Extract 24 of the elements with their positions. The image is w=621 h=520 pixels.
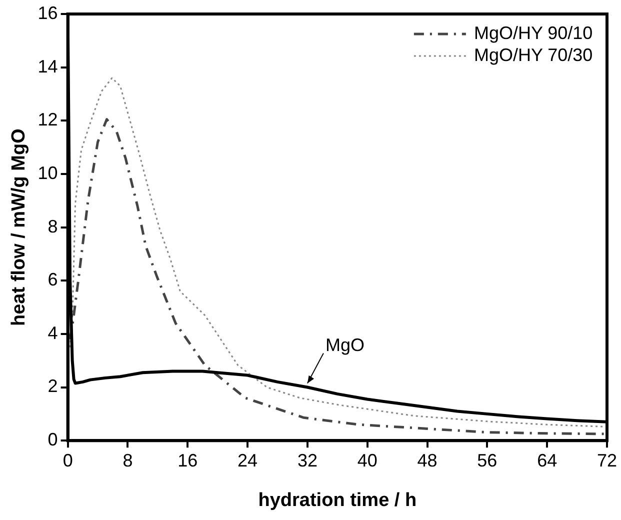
x-tick-label: 16 — [178, 450, 198, 470]
x-tick-label: 48 — [417, 450, 438, 470]
legend-label: MgO/HY 70/30 — [474, 44, 593, 65]
y-tick-label: 0 — [48, 430, 58, 450]
y-tick-label: 8 — [48, 216, 58, 236]
annotation: MgO — [325, 335, 364, 356]
x-tick-label: 64 — [537, 450, 558, 470]
x-tick-label: 0 — [62, 450, 73, 470]
y-tick-label: 16 — [38, 2, 58, 23]
x-tick-label: 8 — [122, 450, 133, 470]
x-tick-label: 40 — [357, 450, 378, 470]
y-tick-label: 12 — [38, 110, 58, 130]
y-tick-label: 6 — [48, 270, 58, 290]
legend-label: MgO/HY 90/10 — [474, 22, 593, 43]
x-axis-title: hydration time / h — [258, 490, 417, 511]
y-tick-label: 10 — [38, 162, 58, 183]
x-tick-label: 24 — [238, 450, 258, 470]
y-tick-label: 4 — [48, 322, 58, 343]
y-tick-label: 2 — [48, 376, 58, 396]
x-tick-label: 56 — [477, 450, 498, 470]
y-tick-label: 14 — [38, 56, 58, 76]
x-tick-label: 72 — [596, 450, 618, 470]
x-tick-label: 32 — [297, 450, 318, 470]
y-axis-title: heat flow / mW/g MgO — [8, 128, 30, 326]
